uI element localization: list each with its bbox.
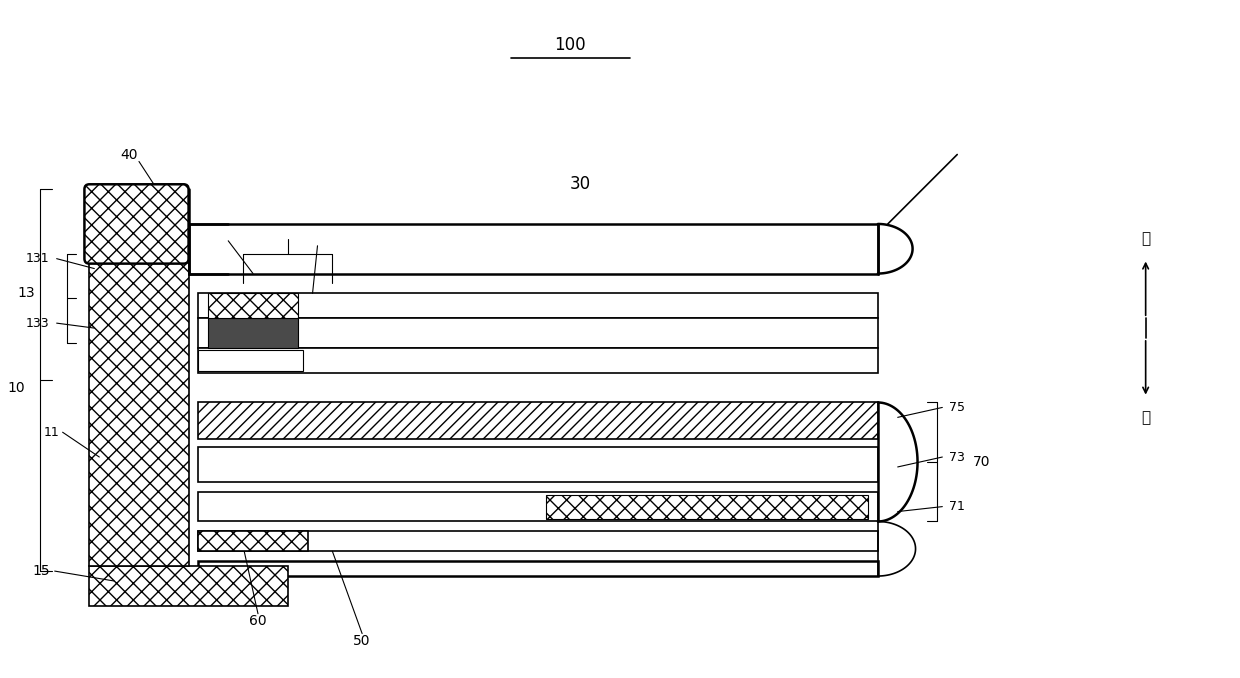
Bar [198,348,878,373]
Text: 13: 13 [17,286,35,300]
Text: 10: 10 [7,380,25,395]
Text: 60: 60 [249,614,267,628]
Text: 71: 71 [950,500,965,513]
Bar [89,249,188,566]
Bar [198,492,878,521]
Bar [89,566,288,606]
Bar [208,294,298,318]
Text: 上: 上 [1141,231,1151,246]
Bar [198,532,878,551]
Bar [198,447,878,482]
Bar [198,532,308,551]
Text: 73: 73 [950,450,965,464]
Bar [198,318,878,348]
Text: 70: 70 [973,455,991,469]
Text: 40: 40 [120,148,138,161]
FancyBboxPatch shape [84,184,188,264]
Text: 75: 75 [949,401,965,414]
Bar [208,318,298,348]
Bar [198,403,878,439]
Text: 31: 31 [216,227,231,241]
Bar [198,350,303,371]
Bar [198,561,878,576]
Bar [546,495,868,519]
Text: 30: 30 [279,227,296,241]
Text: 15: 15 [32,564,50,578]
Text: 100: 100 [554,37,587,54]
Bar [198,294,878,318]
Text: 30: 30 [569,176,591,193]
Text: 133: 133 [26,317,50,330]
Text: 131: 131 [26,252,50,265]
Text: 下: 下 [1141,410,1151,425]
Bar [188,224,878,273]
Text: 11: 11 [43,426,60,439]
Text: 33: 33 [310,233,325,245]
Text: 50: 50 [353,633,371,647]
